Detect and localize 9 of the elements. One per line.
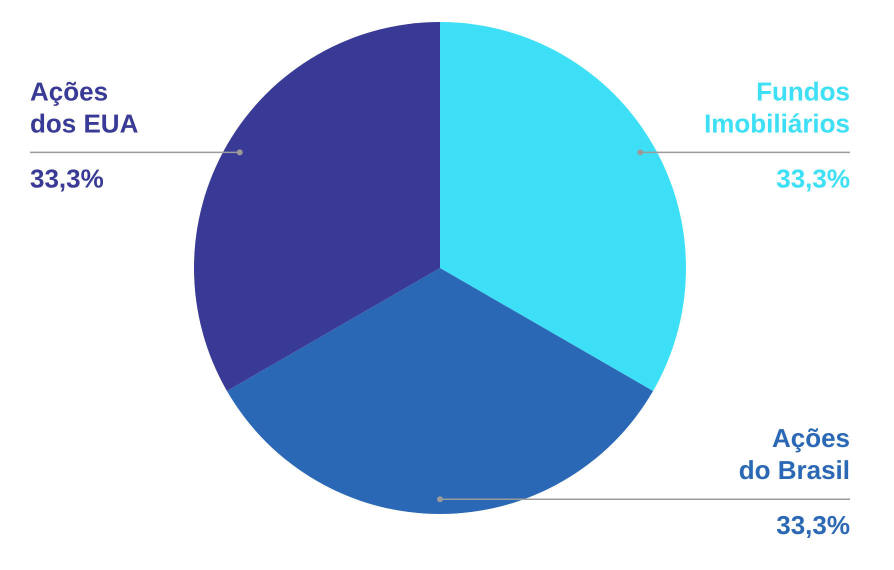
pie-slice xyxy=(226,268,654,514)
data-label: 33,3% xyxy=(776,510,850,540)
slice-label: Fundos Imobiliários xyxy=(704,76,850,138)
slice-label: Ações do Brasil xyxy=(738,423,850,486)
data-label: 33,3% xyxy=(776,163,850,194)
slice-label: Ações dos EUA xyxy=(30,76,139,138)
data-label: 33,3% xyxy=(30,163,104,194)
pie-slice xyxy=(194,22,440,391)
pie-slice xyxy=(440,22,686,391)
